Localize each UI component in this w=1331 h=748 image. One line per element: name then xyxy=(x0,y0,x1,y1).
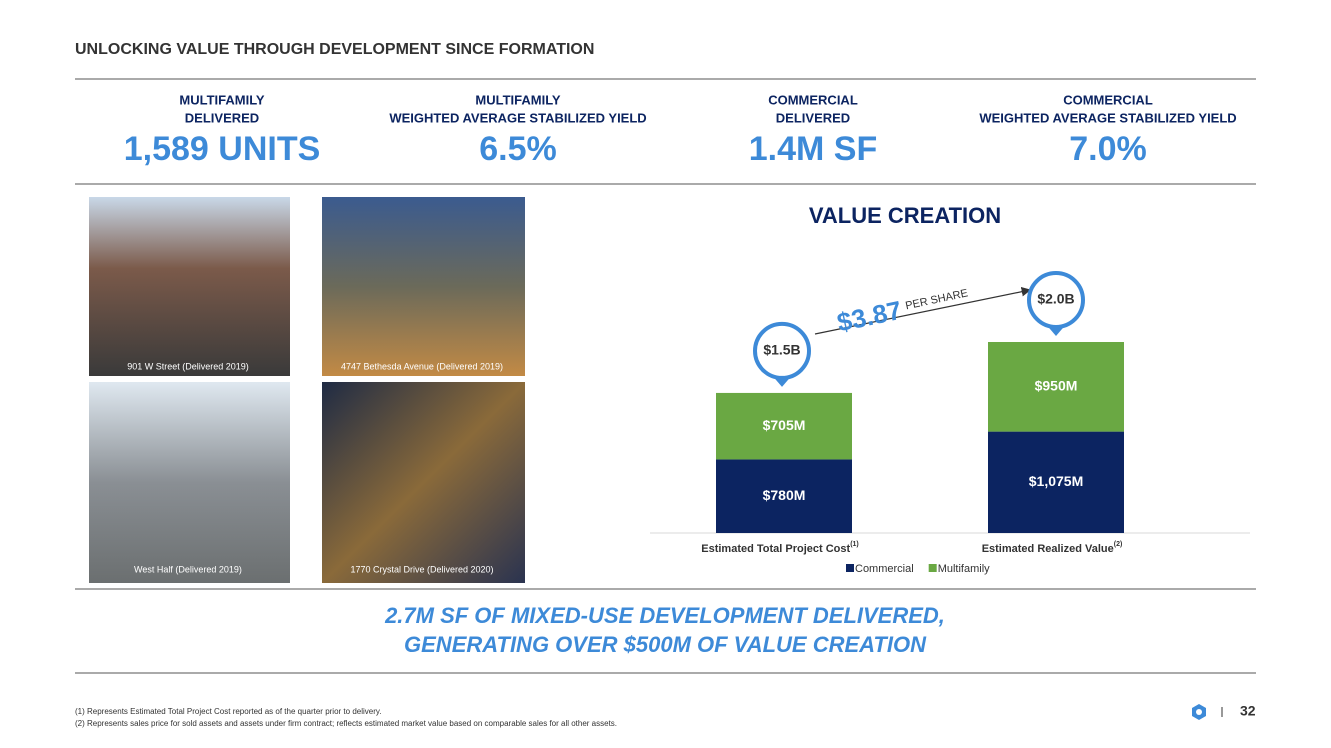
footnote: (2) Represents sales price for sold asse… xyxy=(75,719,617,728)
slide-title: UNLOCKING VALUE THROUGH DEVELOPMENT SINC… xyxy=(75,41,594,58)
bar-segment xyxy=(988,431,1124,533)
stat-label: DELIVERED xyxy=(185,110,259,125)
photo-caption: 1770 Crystal Drive (Delivered 2020) xyxy=(350,564,493,574)
stat-label: DELIVERED xyxy=(776,110,850,125)
arrow xyxy=(814,286,1032,335)
bar-segment xyxy=(988,342,1124,432)
legend-label: Multifamily xyxy=(938,563,990,575)
stat-value: 1,589 UNITS xyxy=(124,130,321,168)
stat-value: 1.4M SF xyxy=(749,130,877,168)
photo xyxy=(322,382,525,583)
category-label: Estimated Realized Value(2) xyxy=(982,541,1123,555)
tagline: 2.7M SF OF MIXED-USE DEVELOPMENT DELIVER… xyxy=(384,603,945,628)
value-label: $780M xyxy=(763,487,806,503)
value-label: $1,075M xyxy=(1029,473,1083,489)
logo xyxy=(1192,704,1206,720)
callout xyxy=(753,321,811,380)
tagline: GENERATING OVER $500M OF VALUE CREATION xyxy=(404,632,927,657)
value-label: $950M xyxy=(1035,378,1078,394)
stat-label: COMMERCIAL xyxy=(768,92,858,107)
category-name: Estimated Realized Value xyxy=(982,543,1114,555)
value-label: $705M xyxy=(763,417,806,433)
photo xyxy=(322,197,525,376)
stat-value: 6.5% xyxy=(479,130,557,168)
callout xyxy=(1027,271,1085,329)
photo-caption: 4747 Bethesda Avenue (Delivered 2019) xyxy=(341,361,503,371)
annotation-value: $3.87 xyxy=(834,295,904,338)
stat-label: WEIGHTED AVERAGE STABILIZED YIELD xyxy=(979,110,1236,125)
legend-swatch xyxy=(846,564,854,572)
bar-segment xyxy=(716,392,852,460)
photo-caption: 901 W Street (Delivered 2019) xyxy=(127,361,249,371)
photo xyxy=(89,382,290,583)
stat-value: 7.0% xyxy=(1069,130,1147,168)
chart-title: VALUE CREATION xyxy=(809,203,1001,228)
legend-swatch xyxy=(928,564,937,572)
legend-label: Commercial xyxy=(855,563,914,575)
photo xyxy=(89,197,290,376)
page-number: 32 xyxy=(1240,703,1256,719)
stat-label: COMMERCIAL xyxy=(1063,92,1153,107)
category-label: Estimated Total Project Cost(1) xyxy=(701,541,859,555)
annotation: $3.87 PER SHARE xyxy=(834,287,969,338)
callout-label: $2.0B xyxy=(1037,291,1074,307)
footnote: (1) Represents Estimated Total Project C… xyxy=(75,707,382,716)
category-note: (1) xyxy=(850,541,859,548)
stat-label: MULTIFAMILY xyxy=(179,92,265,107)
bar-segment xyxy=(716,459,852,533)
stat-label: WEIGHTED AVERAGE STABILIZED YIELD xyxy=(389,110,646,125)
category-note: (2) xyxy=(1114,541,1123,548)
photo-caption: West Half (Delivered 2019) xyxy=(134,564,242,574)
category-name: Estimated Total Project Cost xyxy=(701,543,850,555)
callout-label: $1.5B xyxy=(763,342,800,358)
stat-label: MULTIFAMILY xyxy=(475,92,561,107)
